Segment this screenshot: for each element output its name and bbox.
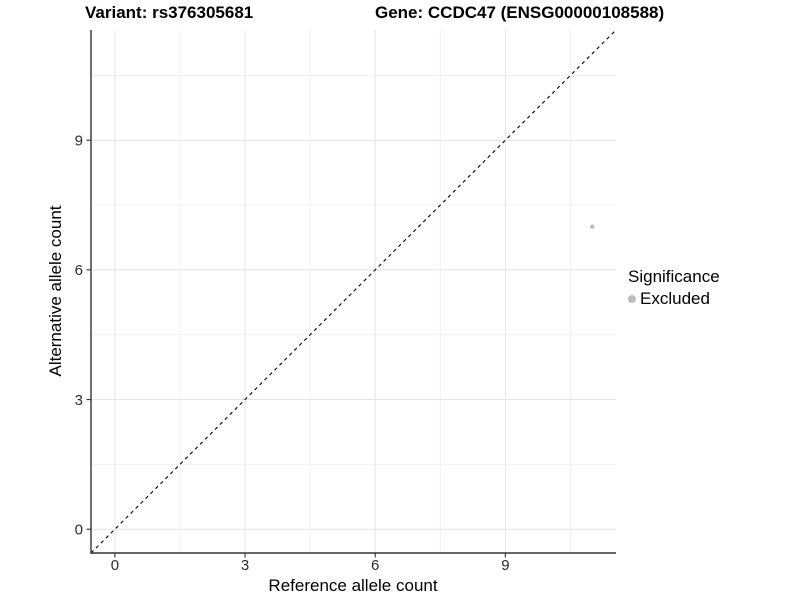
identity-dashed-line (90, 29, 617, 554)
legend-title: Significance (628, 267, 720, 286)
legend: Significance Excluded (628, 266, 720, 309)
x-tick-label: 9 (501, 557, 509, 574)
y-tick-label: 6 (75, 262, 83, 279)
plot-title-gene: Gene: CCDC47 (ENSG00000108588) (375, 3, 665, 22)
y-axis-title: Alternative allele count (46, 205, 65, 377)
data-point-excluded (589, 224, 595, 229)
legend-point-icon (628, 295, 636, 303)
legend-item-excluded: Excluded (628, 289, 720, 309)
y-tick-label: 3 (75, 392, 83, 409)
x-tick-label: 6 (371, 557, 379, 574)
legend-item-label: Excluded (640, 289, 710, 308)
x-tick-label: 3 (241, 557, 249, 574)
x-axis-title: Reference allele count (268, 576, 438, 595)
plot-title-variant: Variant: rs376305681 (85, 3, 254, 22)
y-tick-label: 0 (75, 522, 83, 539)
x-tick-label: 0 (111, 557, 119, 574)
y-tick-label: 9 (75, 133, 83, 150)
